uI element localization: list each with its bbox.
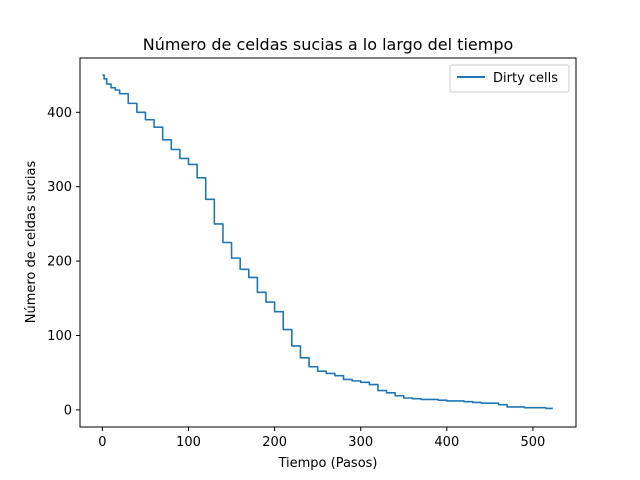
plot-area <box>79 57 577 428</box>
plot-frame <box>79 57 577 428</box>
y-tick-label: 0 <box>64 403 72 418</box>
legend-label: Dirty cells <box>493 71 558 86</box>
x-tick-label: 300 <box>348 435 373 450</box>
y-axis-label: Número de celdas sucias <box>24 161 39 324</box>
x-tick-label: 400 <box>434 435 459 450</box>
legend: Dirty cells <box>449 64 570 93</box>
series-line-dirty-cells <box>102 74 553 410</box>
y-tick-label: 200 <box>47 255 72 270</box>
x-tick-label: 500 <box>521 435 546 450</box>
chart-title: Número de celdas sucias a lo largo del t… <box>143 35 514 54</box>
x-axis-label: Tiempo (Pasos) <box>277 456 377 471</box>
series-layer <box>102 74 553 410</box>
y-tick-label: 100 <box>47 329 72 344</box>
legend-box <box>449 64 570 93</box>
y-tick-label: 300 <box>47 180 72 195</box>
y-tick-label: 400 <box>47 106 72 121</box>
y-axis: 0 100 200 300 400 <box>47 106 80 418</box>
x-tick-label: 0 <box>98 435 106 450</box>
x-axis: 0 100 200 300 400 500 <box>98 427 545 450</box>
x-tick-label: 200 <box>262 435 287 450</box>
x-tick-label: 100 <box>176 435 201 450</box>
